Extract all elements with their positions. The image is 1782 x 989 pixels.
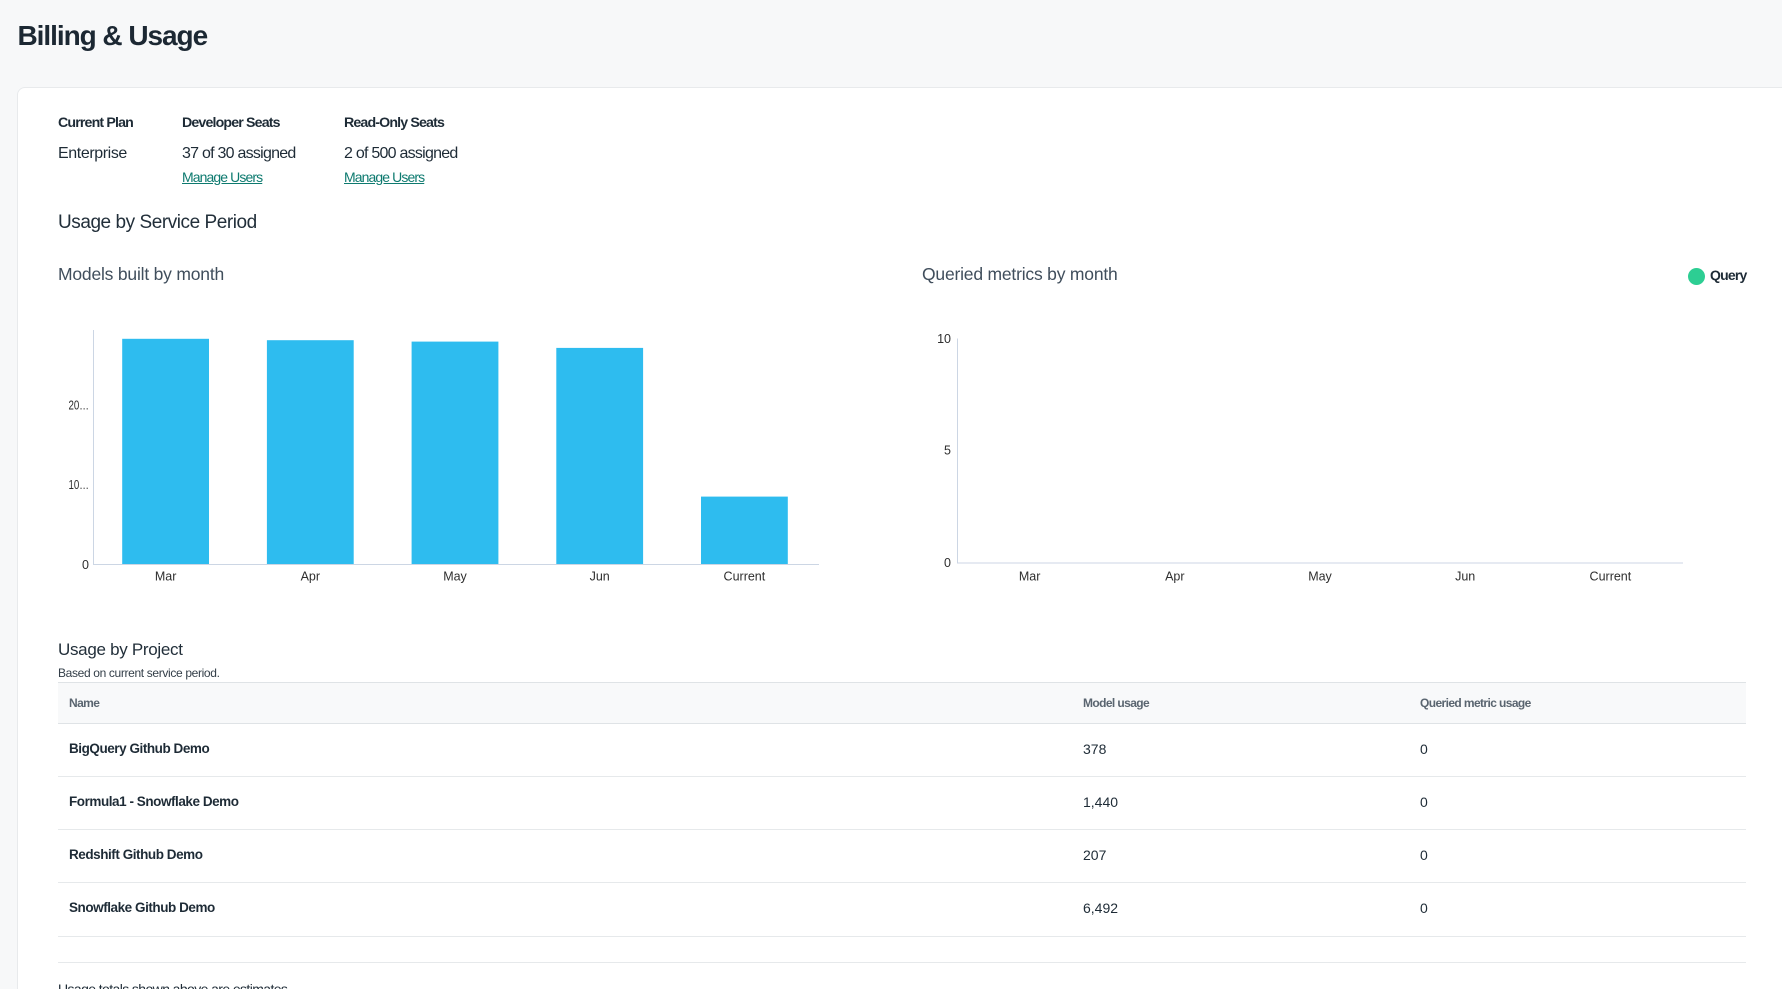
svg-text:Jun: Jun — [590, 570, 610, 584]
svg-text:0: 0 — [944, 556, 951, 570]
svg-text:May: May — [443, 570, 467, 584]
svg-text:0: 0 — [82, 558, 89, 572]
svg-text:20…: 20… — [69, 399, 90, 413]
svg-text:May: May — [1308, 570, 1332, 584]
svg-text:Mar: Mar — [1019, 570, 1041, 584]
svg-text:Current: Current — [724, 570, 766, 584]
svg-text:Current: Current — [1590, 570, 1632, 584]
svg-text:10: 10 — [937, 332, 951, 346]
svg-text:Mar: Mar — [155, 570, 177, 584]
svg-text:Apr: Apr — [301, 570, 320, 584]
svg-text:Jun: Jun — [1455, 570, 1475, 584]
svg-text:10…: 10… — [69, 478, 90, 492]
svg-text:Apr: Apr — [1165, 570, 1184, 584]
svg-text:5: 5 — [944, 444, 951, 458]
